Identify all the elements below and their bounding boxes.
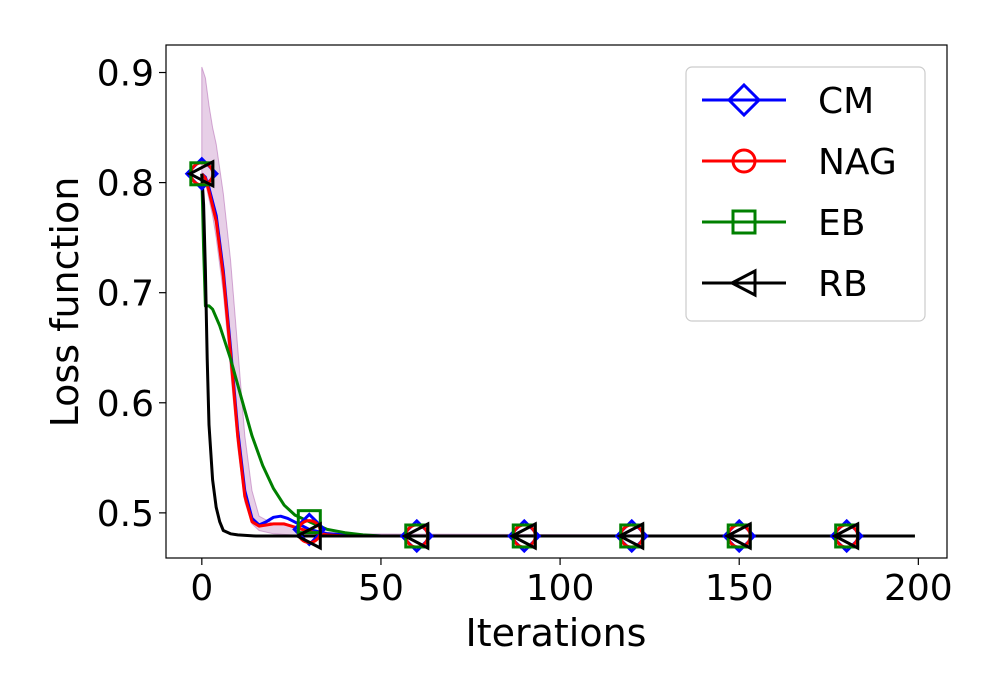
legend-label-eb: EB: [818, 203, 865, 244]
x-tick-label: 200: [884, 568, 953, 609]
series-lines-layer: [200, 172, 915, 538]
x-axis-title: Iterations: [466, 611, 647, 655]
marker-rb-6: [831, 521, 860, 551]
marker-rb-5: [723, 521, 752, 551]
x-axis-ticks: 0 50 100 150 200: [190, 558, 953, 609]
x-tick-label: 0: [190, 568, 213, 609]
legend-marker-nag: [731, 148, 757, 174]
y-axis-ticks: 0.5 0.6 0.7 0.8 0.9: [97, 54, 166, 535]
marker-rb-4: [616, 521, 645, 551]
marker-rb-2: [401, 521, 430, 551]
series-line-rb: [200, 173, 915, 538]
marker-rb-0: [186, 159, 215, 189]
legend-label-nag: NAG: [818, 142, 897, 183]
y-axis-title: Loss function: [43, 177, 87, 428]
marker-rb-3: [509, 521, 537, 551]
y-tick-label: 0.9: [97, 54, 154, 95]
series-markers-layer: [184, 156, 864, 554]
y-tick-label: 0.5: [97, 494, 154, 535]
x-tick-label: 150: [705, 568, 774, 609]
plot-frame: [165, 44, 948, 559]
legend-label-cm: CM: [818, 81, 874, 122]
marker-eb-1: [296, 509, 322, 535]
y-tick-label: 0.7: [97, 274, 154, 315]
legend: CM NAG EB RB: [685, 66, 926, 322]
legend-box: [685, 66, 926, 322]
x-tick-label: 100: [526, 568, 595, 609]
legend-marker-rb: [728, 268, 757, 298]
legend-marker-cm: [726, 82, 762, 118]
marker-rb-1: [294, 521, 322, 551]
legend-label-rb: RB: [818, 264, 868, 305]
x-tick-label: 50: [358, 568, 404, 609]
legend-marker-eb: [731, 209, 757, 235]
y-tick-label: 0.6: [97, 384, 154, 425]
y-tick-label: 0.8: [97, 164, 154, 205]
